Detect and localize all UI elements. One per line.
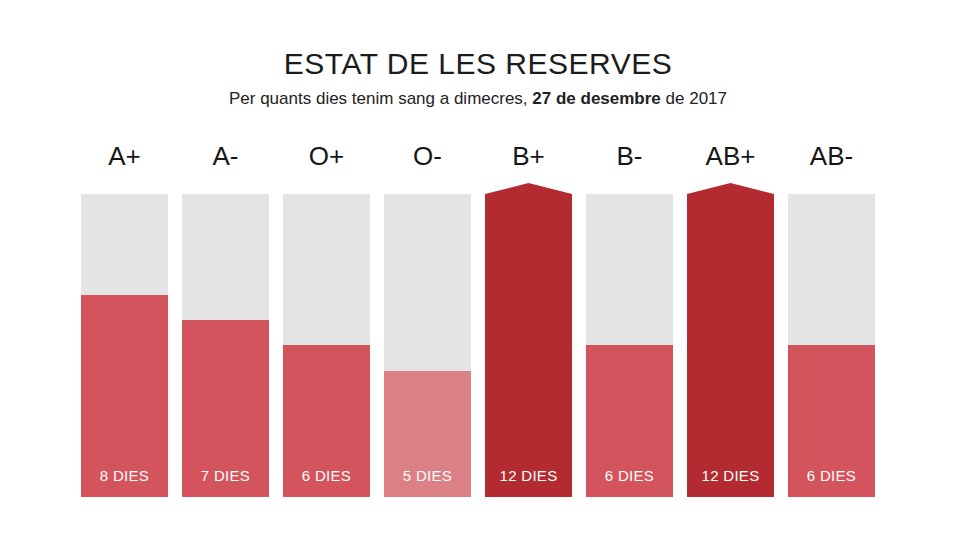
days-label: 12 DIES	[702, 468, 760, 497]
days-label: 6 DIES	[302, 468, 351, 497]
bar-fill: 7 DIES	[182, 320, 269, 497]
days-label: 8 DIES	[100, 468, 149, 497]
bar-fill: 6 DIES	[283, 345, 370, 497]
subtitle-date-bold: 27 de desembre	[532, 89, 661, 108]
bar: 7 DIES	[182, 183, 269, 497]
bar-column-ab-pos: AB+ 12 DIES	[687, 139, 774, 497]
bar-fill: 12 DIES	[687, 183, 774, 497]
bar: 6 DIES	[788, 183, 875, 497]
days-label: 6 DIES	[605, 468, 654, 497]
bar-fill: 12 DIES	[485, 183, 572, 497]
blood-type-label: B-	[586, 139, 673, 173]
bar-column-a-pos: A+ 8 DIES	[81, 139, 168, 497]
bar-fill: 5 DIES	[384, 371, 471, 497]
days-label: 7 DIES	[201, 468, 250, 497]
bar-column-ab-neg: AB- 6 DIES	[788, 139, 875, 497]
days-label: 6 DIES	[807, 468, 856, 497]
chart-header: ESTAT DE LES RESERVES Per quants dies te…	[0, 0, 956, 110]
bar: 12 DIES	[485, 183, 572, 497]
bar: 6 DIES	[586, 183, 673, 497]
page-title: ESTAT DE LES RESERVES	[0, 46, 956, 81]
blood-type-label: O+	[283, 139, 370, 173]
bar-column-o-neg: O- 5 DIES	[384, 139, 471, 497]
days-label: 12 DIES	[500, 468, 558, 497]
blood-type-label: A-	[182, 139, 269, 173]
blood-type-label: A+	[81, 139, 168, 173]
blood-type-label: AB+	[687, 139, 774, 173]
blood-type-label: B+	[485, 139, 572, 173]
bar-fill: 6 DIES	[788, 345, 875, 497]
bar-column-o-pos: O+ 6 DIES	[283, 139, 370, 497]
page-subtitle: Per quants dies tenim sang a dimecres, 2…	[0, 88, 956, 110]
bar-fill: 6 DIES	[586, 345, 673, 497]
bar: 8 DIES	[81, 183, 168, 497]
reserves-chart: A+ 8 DIES A- 7 DIES O+ 6 DIES	[0, 139, 956, 497]
subtitle-suffix: de 2017	[661, 89, 727, 108]
bar-column-a-neg: A- 7 DIES	[182, 139, 269, 497]
bar-fill: 8 DIES	[81, 295, 168, 497]
subtitle-prefix: Per quants dies tenim sang a dimecres,	[229, 89, 532, 108]
blood-type-label: AB-	[788, 139, 875, 173]
reserves-page: ESTAT DE LES RESERVES Per quants dies te…	[0, 0, 956, 537]
bar: 12 DIES	[687, 183, 774, 497]
days-label: 5 DIES	[403, 468, 452, 497]
bar-column-b-neg: B- 6 DIES	[586, 139, 673, 497]
bar-column-b-pos: B+ 12 DIES	[485, 139, 572, 497]
blood-type-label: O-	[384, 139, 471, 173]
bar: 5 DIES	[384, 183, 471, 497]
bar: 6 DIES	[283, 183, 370, 497]
